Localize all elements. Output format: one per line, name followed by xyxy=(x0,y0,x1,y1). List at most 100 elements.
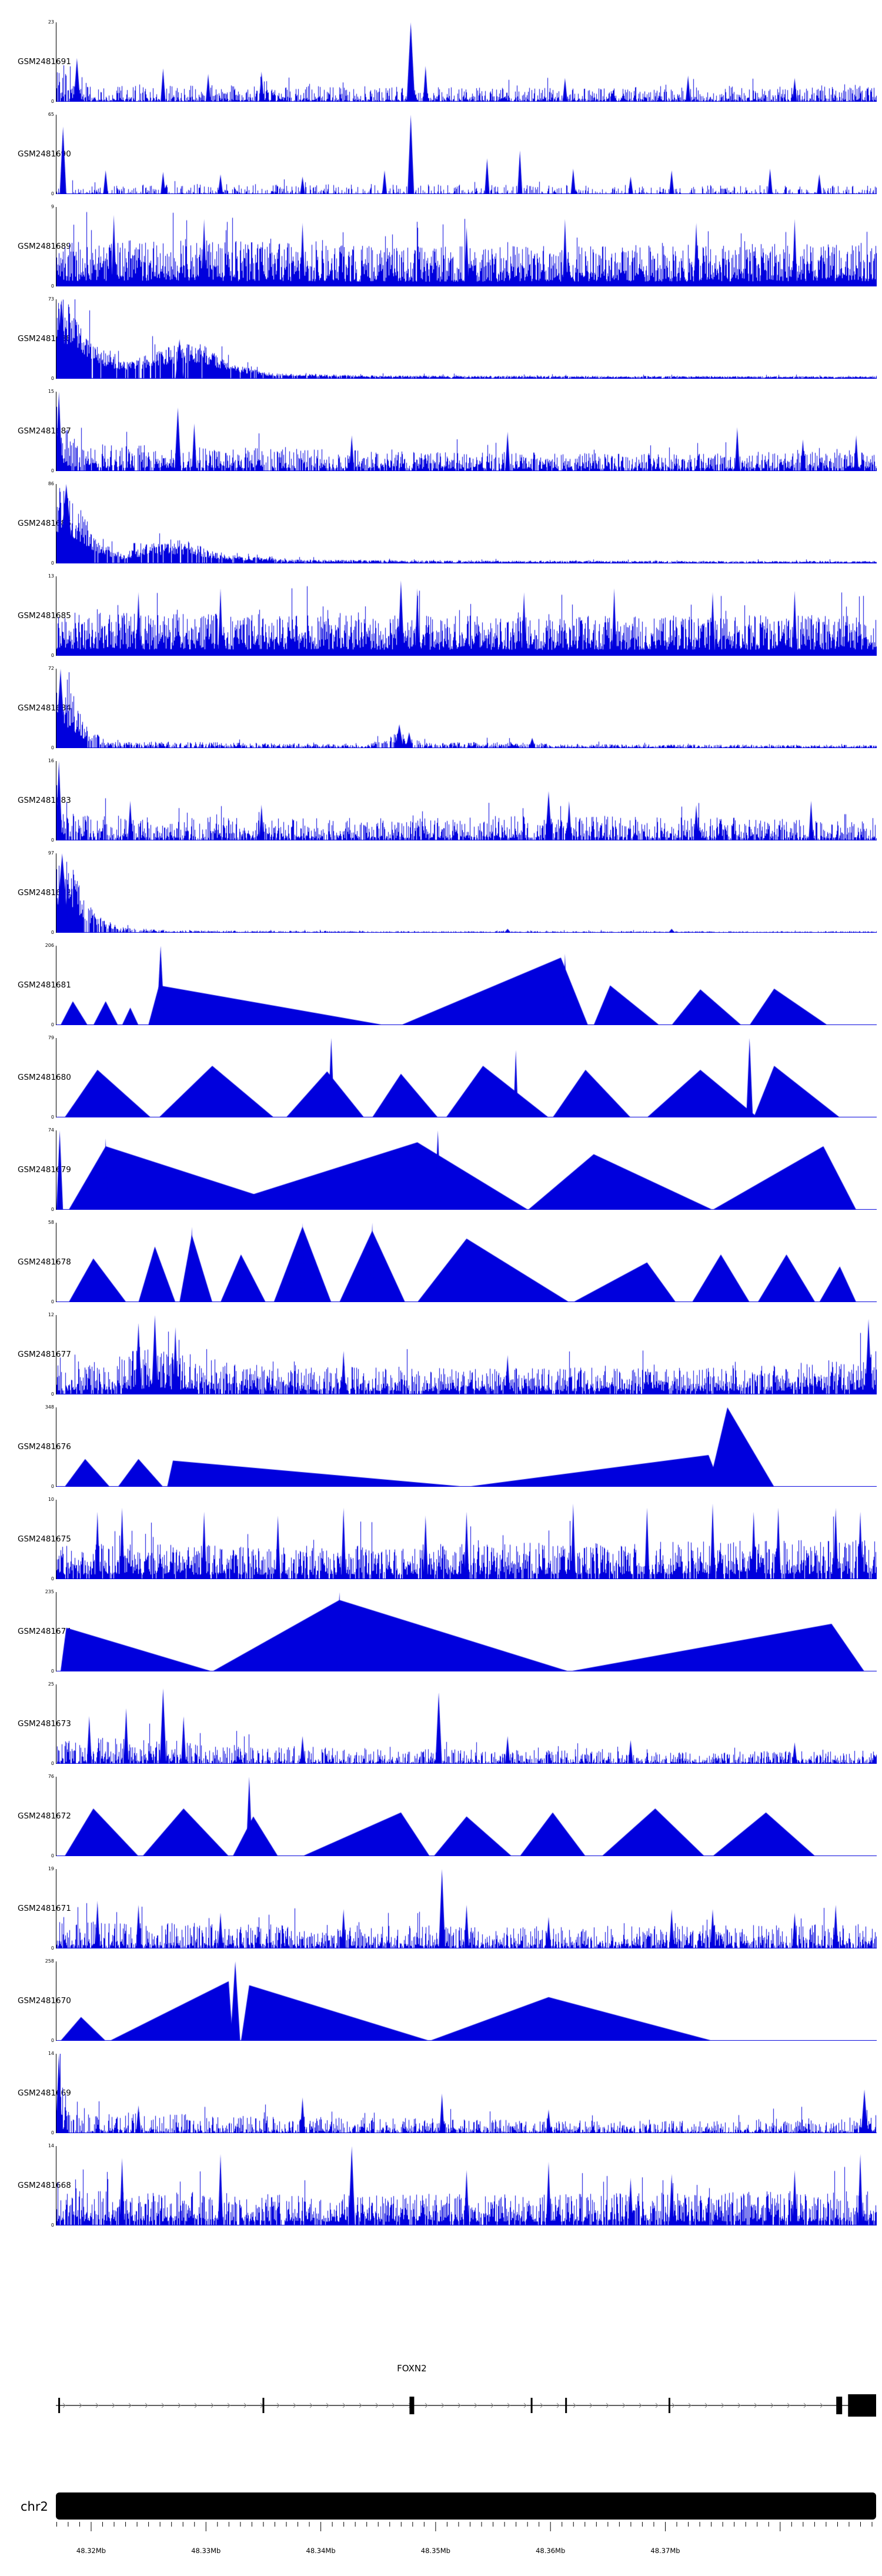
strand-arrow-icon xyxy=(342,2403,346,2408)
track-row: GSM2481676 348 0 xyxy=(0,1400,882,1493)
gene-name-label: FOXN2 xyxy=(397,2363,427,2374)
track-ymin-label: 0 xyxy=(51,1022,54,1027)
track-plot: 348 0 xyxy=(45,1404,877,1489)
strand-arrow-icon xyxy=(457,2403,461,2408)
track-row: GSM2481689 9 0 xyxy=(0,200,882,292)
track-ymin-label: 0 xyxy=(51,560,54,566)
track-signal-canvas xyxy=(56,1315,877,1394)
track-signal-canvas xyxy=(56,1869,877,1948)
track-plot: 12 0 xyxy=(48,1312,877,1397)
track-plot: 72 0 xyxy=(48,666,877,750)
strand-arrow-icon xyxy=(540,2403,543,2408)
strand-arrow-icon xyxy=(671,2403,675,2408)
strand-arrow-icon xyxy=(161,2403,165,2408)
strand-arrow-icon xyxy=(375,2403,379,2408)
track-ymin-label: 0 xyxy=(51,1115,54,1120)
strand-arrow-icon xyxy=(79,2403,82,2408)
track-ymin-label: 0 xyxy=(51,1946,54,1951)
track-ymin-label: 0 xyxy=(51,1853,54,1858)
strand-arrow-icon xyxy=(392,2403,395,2408)
exon-block xyxy=(836,2397,843,2414)
strand-arrow-icon xyxy=(359,2403,362,2408)
track-plot: 73 0 xyxy=(48,296,877,381)
exon-block xyxy=(58,2398,61,2413)
track-ymin-label: 0 xyxy=(51,930,54,935)
track-row: GSM2481668 14 0 xyxy=(0,2139,882,2231)
track-signal-canvas xyxy=(56,761,877,840)
track-ymin-label: 0 xyxy=(51,1207,54,1212)
track-signal-canvas xyxy=(56,1777,877,1856)
track-signal-canvas xyxy=(56,2054,877,2133)
strand-arrow-icon xyxy=(639,2403,642,2408)
track-signal-canvas xyxy=(56,1407,877,1487)
track-plot: 76 0 xyxy=(48,1774,877,1858)
track-row: GSM2481686 86 0 xyxy=(0,477,882,569)
track-plot: 19 0 xyxy=(48,1866,877,1951)
strand-arrow-icon xyxy=(573,2403,576,2408)
track-ymax-label: 73 xyxy=(48,296,54,302)
exon-block xyxy=(565,2398,567,2413)
track-row: GSM2481680 79 0 xyxy=(0,1031,882,1123)
track-ymin-label: 0 xyxy=(51,1484,54,1489)
strand-arrow-icon xyxy=(326,2403,329,2408)
track-row: GSM2481673 25 0 xyxy=(0,1677,882,1770)
track-plot: 79 0 xyxy=(48,1035,877,1120)
ruler-label: 48.35Mb xyxy=(420,2547,450,2555)
track-ymin-label: 0 xyxy=(51,468,54,473)
track-row: GSM2481675 10 0 xyxy=(0,1493,882,1585)
track-ymin-label: 0 xyxy=(51,2223,54,2228)
strand-arrow-icon xyxy=(523,2403,527,2408)
track-plot: 14 0 xyxy=(48,2051,877,2135)
track-ymax-label: 9 xyxy=(51,204,54,209)
strand-arrow-icon xyxy=(178,2403,181,2408)
strand-arrow-icon xyxy=(293,2403,296,2408)
chromosome-panel: chr2 48.32Mb 48.33Mb 48.34Mb 48.35Mb 48.36Mb… xyxy=(0,2488,882,2576)
chromosome-ideogram-bar xyxy=(56,2492,876,2520)
track-row: GSM2481682 97 0 xyxy=(0,846,882,939)
track-ymin-label: 0 xyxy=(51,745,54,750)
track-signal-canvas xyxy=(56,1038,877,1117)
track-ymax-label: 79 xyxy=(48,1035,54,1040)
track-ymin-label: 0 xyxy=(51,99,54,104)
strand-arrow-icon xyxy=(606,2403,609,2408)
track-ymax-label: 86 xyxy=(48,481,54,486)
strand-arrow-icon xyxy=(655,2403,659,2408)
track-signal-canvas xyxy=(56,484,877,563)
exon-block xyxy=(262,2398,265,2413)
exon-block xyxy=(530,2398,533,2413)
track-row: GSM2481684 72 0 xyxy=(0,662,882,754)
strand-arrow-icon xyxy=(276,2403,280,2408)
strand-arrow-icon xyxy=(128,2403,132,2408)
track-ymin-label: 0 xyxy=(51,1576,54,1581)
track-row: GSM2481672 76 0 xyxy=(0,1770,882,1862)
track-signal-canvas xyxy=(56,1223,877,1302)
track-row: GSM2481669 14 0 xyxy=(0,2047,882,2139)
track-row: GSM2481671 19 0 xyxy=(0,1862,882,1954)
ruler-label: 48.32Mb xyxy=(76,2547,106,2555)
track-ymax-label: 14 xyxy=(48,2143,54,2148)
strand-arrow-icon xyxy=(589,2403,593,2408)
track-row: GSM2481670 258 0 xyxy=(0,1954,882,2047)
strand-arrow-icon xyxy=(211,2403,214,2408)
strand-arrow-icon xyxy=(721,2403,724,2408)
track-signal-canvas xyxy=(56,1684,877,1764)
track-row: GSM2481678 58 0 xyxy=(0,1216,882,1308)
track-ymax-label: 74 xyxy=(48,1127,54,1133)
strand-arrow-icon xyxy=(737,2403,741,2408)
track-signal-canvas xyxy=(56,115,877,194)
track-ymax-label: 348 xyxy=(45,1404,54,1410)
strand-arrow-icon xyxy=(704,2403,708,2408)
strand-arrow-icon xyxy=(803,2403,807,2408)
track-signal-canvas xyxy=(56,1130,877,1210)
track-ymax-label: 206 xyxy=(45,943,54,948)
strand-arrow-icon xyxy=(227,2403,230,2408)
strand-arrow-icon xyxy=(243,2403,247,2408)
strand-arrow-icon xyxy=(556,2403,560,2408)
track-row: GSM2481685 13 0 xyxy=(0,569,882,662)
track-row: GSM2481688 73 0 xyxy=(0,292,882,385)
exon-block xyxy=(848,2394,876,2417)
track-plot: 65 0 xyxy=(48,112,877,196)
track-ymax-label: 10 xyxy=(48,1497,54,1502)
track-plot: 86 0 xyxy=(48,481,877,566)
